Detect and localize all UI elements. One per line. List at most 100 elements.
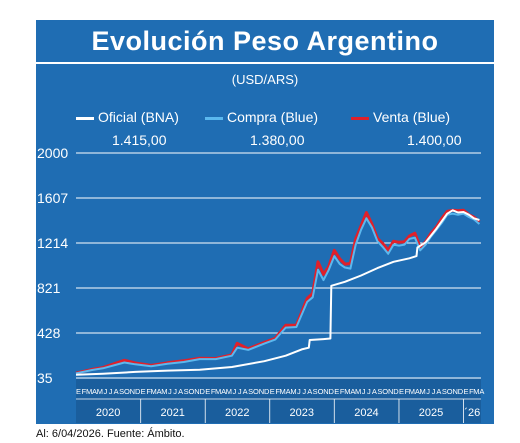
legend-label-compra: Compra (Blue) — [227, 109, 319, 125]
x-month-label: F — [211, 387, 216, 396]
x-month-label: O — [382, 387, 388, 396]
x-month-label: J — [238, 387, 242, 396]
x-year-label: 2022 — [225, 407, 249, 419]
x-month-label: A — [372, 387, 377, 396]
x-month-label: E — [399, 387, 404, 396]
x-month-label: S — [442, 387, 447, 396]
legend-swatch-oficial — [76, 116, 94, 120]
x-month-label: A — [178, 387, 183, 396]
chart-title: Evolución Peso Argentino — [91, 25, 439, 56]
x-month-label: M — [409, 387, 415, 396]
x-month-label: S — [248, 387, 253, 396]
y-tick-label: 2000 — [37, 145, 68, 161]
x-month-label: S — [313, 387, 318, 396]
x-month-label: M — [473, 387, 479, 396]
chart-panel: Evolución Peso Argentino (USD/ARS) Ofici… — [36, 20, 494, 424]
legend-value-venta: 1.400,00 — [407, 132, 462, 148]
x-month-label: J — [109, 387, 113, 396]
chart-unit: (USD/ARS) — [231, 72, 299, 87]
legend-swatch-compra — [205, 116, 223, 120]
x-month-label: E — [463, 387, 468, 396]
x-month-label: N — [259, 387, 264, 396]
x-month-label: M — [226, 387, 232, 396]
x-month-label: S — [377, 387, 382, 396]
x-month-label: A — [479, 387, 484, 396]
x-month-label: A — [92, 387, 97, 396]
x-month-label: M — [355, 387, 361, 396]
x-month-label: J — [426, 387, 430, 396]
legend-value-compra: 1.380,00 — [250, 132, 305, 148]
x-year-label: 2024 — [354, 407, 378, 419]
x-month-label: O — [253, 387, 259, 396]
x-month-label: A — [221, 387, 226, 396]
x-month-label: M — [215, 387, 221, 396]
source-note: Al: 6/04/2026. Fuente: Ámbito. — [36, 428, 185, 440]
x-axis-band — [76, 379, 481, 423]
x-month-label: F — [405, 387, 410, 396]
x-month-label: M — [344, 387, 350, 396]
x-month-label: S — [119, 387, 124, 396]
x-year-label: 2020 — [96, 407, 120, 419]
legend-swatch-venta — [351, 116, 369, 120]
legend-item-oficial: Oficial (BNA) — [76, 109, 179, 125]
x-month-label: O — [318, 387, 324, 396]
y-tick-label: 821 — [37, 280, 61, 296]
x-month-label: D — [393, 387, 399, 396]
x-month-label: M — [290, 387, 296, 396]
x-month-label: J — [367, 387, 371, 396]
x-month-label: E — [141, 387, 146, 396]
legend-label-venta: Venta (Blue) — [373, 109, 451, 125]
x-month-label: J — [432, 387, 436, 396]
x-month-label: M — [150, 387, 156, 396]
x-month-label: M — [86, 387, 92, 396]
x-year-label: 2021 — [160, 407, 184, 419]
x-month-label: O — [189, 387, 195, 396]
series-line-oficial — [75, 209, 480, 376]
legend-item-compra: Compra (Blue) — [205, 109, 318, 125]
x-month-label: O — [447, 387, 453, 396]
x-month-label: O — [124, 387, 130, 396]
legend-item-venta: Venta (Blue) — [351, 109, 450, 125]
x-month-label: N — [452, 387, 457, 396]
y-tick-label: 1607 — [37, 190, 68, 206]
x-month-label: A — [415, 387, 420, 396]
x-month-label: D — [200, 387, 206, 396]
x-month-label: F — [82, 387, 87, 396]
x-month-label: N — [130, 387, 135, 396]
x-month-label: J — [297, 387, 301, 396]
x-month-label: E — [76, 387, 81, 396]
x-month-label: F — [340, 387, 345, 396]
x-month-label: J — [168, 387, 172, 396]
x-month-label: A — [436, 387, 441, 396]
series-line-compra — [75, 212, 481, 375]
x-month-label: N — [323, 387, 328, 396]
series-line-venta — [75, 208, 481, 375]
x-month-label: D — [329, 387, 335, 396]
x-month-label: D — [264, 387, 270, 396]
x-month-label: F — [275, 387, 280, 396]
x-month-label: A — [307, 387, 312, 396]
x-month-label: E — [270, 387, 275, 396]
x-month-label: D — [458, 387, 464, 396]
x-year-label: 2025 — [419, 407, 443, 419]
y-tick-label: 1214 — [37, 235, 68, 251]
x-month-label: J — [233, 387, 237, 396]
y-tick-label: 428 — [37, 325, 61, 341]
x-month-label: A — [350, 387, 355, 396]
x-month-label: S — [184, 387, 189, 396]
x-year-label: 2023 — [290, 407, 314, 419]
x-month-label: F — [469, 387, 474, 396]
x-month-label: M — [97, 387, 103, 396]
x-month-label: E — [334, 387, 339, 396]
x-month-label: M — [280, 387, 286, 396]
x-month-label: F — [146, 387, 151, 396]
x-month-label: J — [362, 387, 366, 396]
x-month-label: N — [388, 387, 393, 396]
x-month-label: E — [205, 387, 210, 396]
x-month-label: A — [157, 387, 162, 396]
x-month-label: M — [420, 387, 426, 396]
x-month-label: D — [135, 387, 141, 396]
x-month-label: J — [173, 387, 177, 396]
x-month-label: A — [114, 387, 119, 396]
